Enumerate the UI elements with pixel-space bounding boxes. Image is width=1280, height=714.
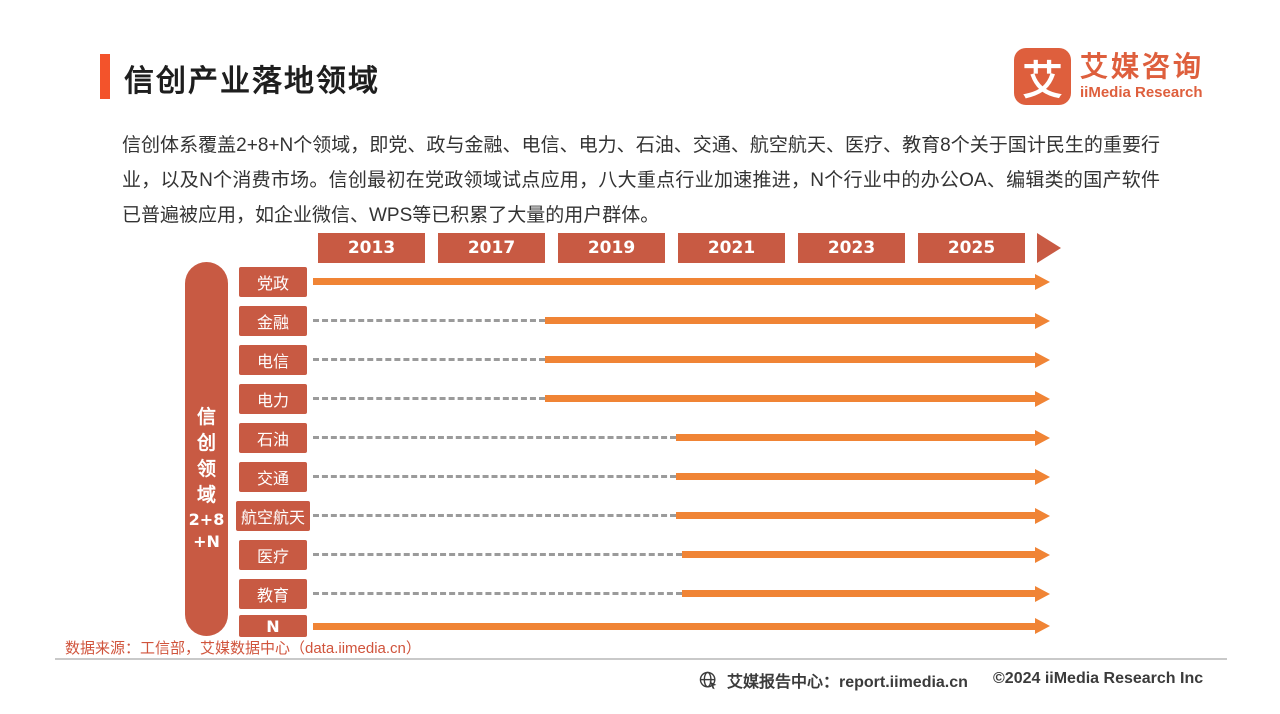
timeline-track	[313, 496, 1050, 535]
sector-row-医疗: 医疗	[233, 535, 1050, 574]
year-label-2025: 2025	[918, 233, 1025, 263]
sector-row-航空航天: 航空航天	[233, 496, 1050, 535]
solid-arrow-bar	[545, 395, 1035, 402]
year-label-2021: 2021	[678, 233, 785, 263]
solid-arrow-bar	[675, 512, 1035, 519]
dashed-segment	[313, 436, 676, 439]
sector-row-石油: 石油	[233, 418, 1050, 457]
sector-label-金融: 金融	[239, 305, 307, 336]
solid-arrow-bar	[545, 317, 1035, 324]
sector-row-交通: 交通	[233, 457, 1050, 496]
sector-label-交通: 交通	[239, 461, 307, 492]
year-label-2017: 2017	[438, 233, 545, 263]
arrowhead-icon	[1035, 507, 1050, 524]
axis-label-line: 信	[196, 407, 216, 428]
arrowhead-icon	[1035, 585, 1050, 602]
page-title: 信创产业落地领域	[124, 65, 380, 98]
report-center-text: 艾媒报告中心：report.iimedia.cn	[727, 674, 968, 691]
solid-arrow-bar	[675, 473, 1035, 480]
dashed-segment	[313, 319, 546, 322]
globe-cursor-icon	[698, 670, 719, 691]
arrowhead-icon	[1035, 546, 1050, 563]
logo-name-cn: 艾媒咨询	[1080, 51, 1205, 82]
timeline-track	[313, 457, 1050, 496]
sector-label-党政: 党政	[239, 266, 307, 297]
dashed-segment	[313, 553, 682, 556]
dashed-segment	[313, 514, 676, 517]
timeline-track	[313, 418, 1050, 457]
timeline-track	[313, 535, 1050, 574]
timeline-track	[313, 301, 1050, 340]
year-label-2013: 2013	[318, 233, 425, 263]
solid-arrow-bar	[681, 590, 1035, 597]
year-label-2019: 2019	[558, 233, 665, 263]
sector-row-金融: 金融	[233, 301, 1050, 340]
intro-paragraph: 信创体系覆盖2+8+N个领域，即党、政与金融、电信、电力、石油、交通、航空航天、…	[122, 135, 1160, 226]
sector-label-电信: 电信	[239, 344, 307, 375]
arrowhead-icon	[1035, 273, 1050, 290]
dashed-segment	[313, 358, 546, 361]
title-accent-bar	[100, 54, 110, 99]
sector-row-教育: 教育	[233, 574, 1050, 613]
year-axis-arrowhead	[1037, 233, 1061, 263]
sector-label-电力: 电力	[239, 383, 307, 414]
dashed-segment	[313, 592, 682, 595]
arrowhead-icon	[1035, 351, 1050, 368]
iimedia-logo-icon: 艾	[1014, 48, 1071, 105]
timeline-year-row: 2013 2017 2019 2021 2023 2025	[318, 233, 1061, 263]
footer-divider	[55, 658, 1227, 660]
sector-label-教育: 教育	[239, 578, 307, 609]
sector-label-医疗: 医疗	[239, 539, 307, 570]
footer-report-center: 艾媒报告中心：report.iimedia.cn	[698, 668, 968, 692]
timeline-rows: 党政金融电信电力石油交通航空航天医疗教育 N	[233, 262, 1050, 639]
arrowhead-icon	[1035, 312, 1050, 329]
solid-arrow-bar	[545, 356, 1035, 363]
solid-arrow-bar	[313, 278, 1035, 285]
copyright-text: ©2024 iiMedia Research Inc	[993, 670, 1204, 687]
axis-label-line: 创	[196, 433, 216, 454]
sector-row-党政: 党政	[233, 262, 1050, 301]
data-source: 数据来源：工信部，艾媒数据中心（data.iimedia.cn）	[65, 640, 421, 657]
arrowhead-icon	[1035, 390, 1050, 407]
axis-label-line: +N	[193, 532, 220, 551]
arrowhead-icon	[1035, 429, 1050, 446]
solid-arrow-bar	[313, 622, 1035, 630]
sector-row-N: N	[233, 613, 1050, 639]
timeline-track	[313, 613, 1050, 639]
arrowhead-icon	[1035, 468, 1050, 485]
sector-label-N: N	[239, 615, 307, 637]
timeline-track	[313, 379, 1050, 418]
timeline-track	[313, 574, 1050, 613]
axis-label-line: 域	[196, 485, 216, 506]
year-label-2023: 2023	[798, 233, 905, 263]
solid-arrow-bar	[675, 434, 1035, 441]
sector-row-电信: 电信	[233, 340, 1050, 379]
dashed-segment	[313, 475, 676, 478]
axis-label-line: 领	[196, 459, 216, 480]
logo-name-en: iiMedia Research	[1080, 84, 1203, 101]
timeline-track	[313, 262, 1050, 301]
sector-row-电力: 电力	[233, 379, 1050, 418]
sector-label-石油: 石油	[239, 422, 307, 453]
solid-arrow-bar	[681, 551, 1035, 558]
axis-label-line: 2+8	[188, 510, 225, 529]
iimedia-logo: 艾 艾媒咨询 iiMedia Research	[1014, 48, 1204, 105]
sector-label-航空航天: 航空航天	[235, 500, 310, 531]
dashed-segment	[313, 397, 546, 400]
timeline-track	[313, 340, 1050, 379]
axis-label-bar: 信创领域 2+8 +N	[185, 262, 228, 636]
arrowhead-icon	[1035, 618, 1050, 634]
